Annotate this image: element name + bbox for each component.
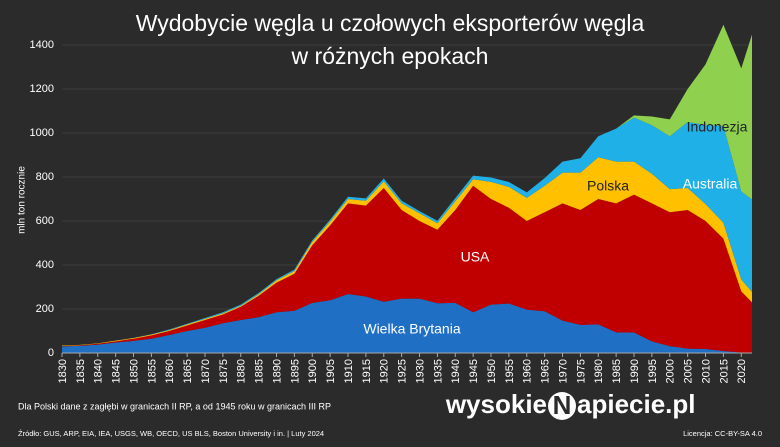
x-tick-label: 1835 [75, 359, 87, 383]
area [62, 294, 752, 353]
y-tick-label: 0 [48, 347, 54, 359]
source: Źródło: GUS, ARP, EIA, IEA, USGS, WB, OE… [18, 429, 324, 438]
y-tick-label: 1200 [30, 83, 54, 95]
y-tick-label: 1000 [30, 127, 54, 139]
x-tick-label: 2020 [736, 359, 748, 383]
series-label: Australia [683, 176, 738, 192]
x-tick-label: 2000 [665, 359, 677, 383]
area [62, 185, 752, 353]
x-tick-label: 1980 [593, 359, 605, 383]
x-tick-label: 1950 [486, 359, 498, 383]
x-tick-label: 1985 [611, 359, 623, 383]
x-tick-label: 1965 [540, 359, 552, 383]
brand-text: N [553, 390, 572, 420]
area [62, 157, 752, 346]
brand-circle [548, 392, 576, 420]
x-tick-label: 1915 [361, 359, 373, 383]
x-tick-label: 1990 [629, 359, 641, 383]
x-tick-label: 1995 [647, 359, 659, 383]
x-tick-label: 1875 [218, 359, 230, 383]
x-tick-label: 1890 [271, 359, 283, 383]
x-tick-label: 1975 [575, 359, 587, 383]
x-tick-label: 1860 [164, 359, 176, 383]
area [62, 117, 752, 346]
x-tick-label: 1850 [128, 359, 140, 383]
x-tick-label: 1855 [146, 359, 158, 383]
x-tick-label: 1940 [450, 359, 462, 383]
series-label: Polska [587, 178, 629, 194]
y-tick-label: 800 [36, 171, 54, 183]
x-tick-label: 1895 [289, 359, 301, 383]
x-tick-label: 1920 [379, 359, 391, 383]
x-tick-label: 1845 [111, 359, 123, 383]
y-tick-label: 200 [36, 303, 54, 315]
series-label: USA [461, 249, 490, 265]
brand: wysokie N apiecie.pl [445, 389, 696, 420]
x-tick-label: 1925 [397, 359, 409, 383]
x-tick-label: 1905 [325, 359, 337, 383]
chart-title: Wydobycie węgla u czołowych eksporterów … [136, 10, 645, 36]
series-label: Indonezja [687, 119, 748, 135]
x-tick-label: 2010 [700, 359, 712, 383]
y-axis-label: mln ton rocznie [17, 166, 28, 234]
series-label: Wielka Brytania [363, 321, 460, 337]
x-tick-label: 1870 [200, 359, 212, 383]
brand-text: wysokie [445, 389, 547, 419]
x-tick-label: 1865 [182, 359, 194, 383]
plot [62, 24, 752, 354]
x-tick-label: 1970 [557, 359, 569, 383]
x-tick-label: 1900 [307, 359, 319, 383]
x-tick-label: 1880 [236, 359, 248, 383]
x-tick-label: 1840 [93, 359, 105, 383]
y-tick-label: 400 [36, 259, 54, 271]
license: Licencja: CC-BY-SA 4.0 [683, 429, 762, 438]
x-tick-label: 1960 [522, 359, 534, 383]
y-tick-label: 1400 [30, 39, 54, 51]
x-tick-label: 1945 [468, 359, 480, 383]
x-tick-label: 1910 [343, 359, 355, 383]
brand-text: apiecie.pl [577, 389, 696, 419]
x-tick-label: 2005 [683, 359, 695, 383]
x-tick-label: 1885 [254, 359, 266, 383]
note: Dla Polski dane z zagłębi w granicach II… [18, 401, 331, 411]
chart-title: w różnych epokach [291, 43, 489, 69]
x-tick-label: 1930 [414, 359, 426, 383]
x-tick-label: 2015 [718, 359, 730, 383]
x-tick-label: 1955 [504, 359, 516, 383]
x-tick-label: 1830 [57, 359, 69, 383]
x-tick-label: 1935 [432, 359, 444, 383]
y-tick-label: 600 [36, 215, 54, 227]
